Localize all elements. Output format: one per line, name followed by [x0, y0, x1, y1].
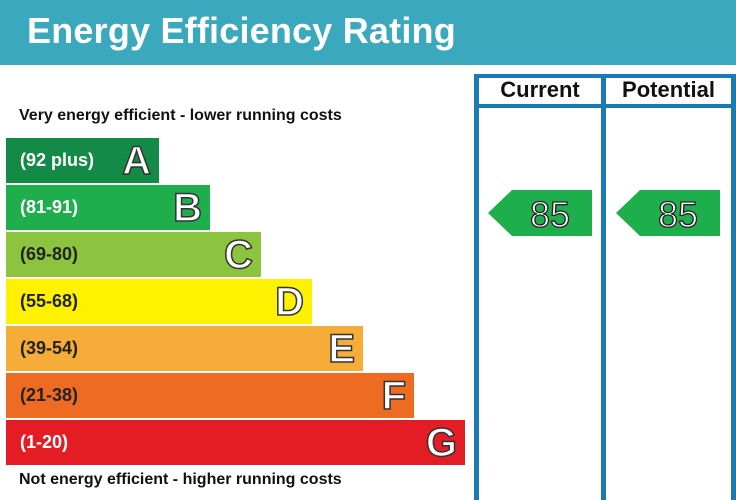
band-letter: A: [121, 138, 151, 184]
column-divider-left: [474, 74, 479, 500]
rating-band-e: (39-54) E: [6, 326, 363, 372]
column-divider-middle: [601, 74, 606, 500]
potential-rating-value: 85: [658, 194, 698, 235]
band-letter: D: [274, 279, 304, 325]
bottom-caption: Not energy efficient - higher running co…: [19, 471, 342, 488]
current-rating-value: 85: [530, 194, 570, 235]
rating-band-f: (21-38) F: [6, 373, 414, 419]
rating-band-d: (55-68) D: [6, 279, 312, 325]
band-letter: G: [425, 420, 458, 466]
band-range-label: (69-80): [20, 244, 79, 264]
band-range-label: (92 plus): [20, 150, 95, 170]
band-range-label: (39-54): [20, 338, 79, 358]
rating-band-a: (92 plus) A: [6, 138, 159, 184]
band-range-label: (1-20): [20, 432, 69, 452]
current-column-header: Current: [500, 77, 580, 102]
rating-band-b: (81-91) B: [6, 185, 210, 231]
band-letter: F: [381, 373, 407, 419]
header-top-line: [474, 74, 736, 78]
potential-rating-arrow: 85: [616, 190, 720, 236]
header-bottom-line: [474, 104, 736, 108]
band-range-label: (81-91): [20, 197, 79, 217]
band-letter: E: [328, 326, 356, 372]
current-rating-arrow: 85: [488, 190, 592, 236]
rating-band-c: (69-80) C: [6, 232, 261, 278]
band-range-label: (55-68): [20, 291, 79, 311]
top-caption: Very energy efficient - lower running co…: [19, 107, 342, 124]
page-title: Energy Efficiency Rating: [27, 10, 456, 51]
rating-band-g: (1-20) G: [6, 420, 465, 466]
column-divider-right: [731, 74, 736, 500]
band-letter: B: [172, 185, 202, 231]
potential-column-header: Potential: [622, 77, 715, 102]
band-range-label: (21-38): [20, 385, 79, 405]
title-bar: Energy Efficiency Rating: [0, 0, 736, 65]
band-letter: C: [223, 232, 253, 278]
